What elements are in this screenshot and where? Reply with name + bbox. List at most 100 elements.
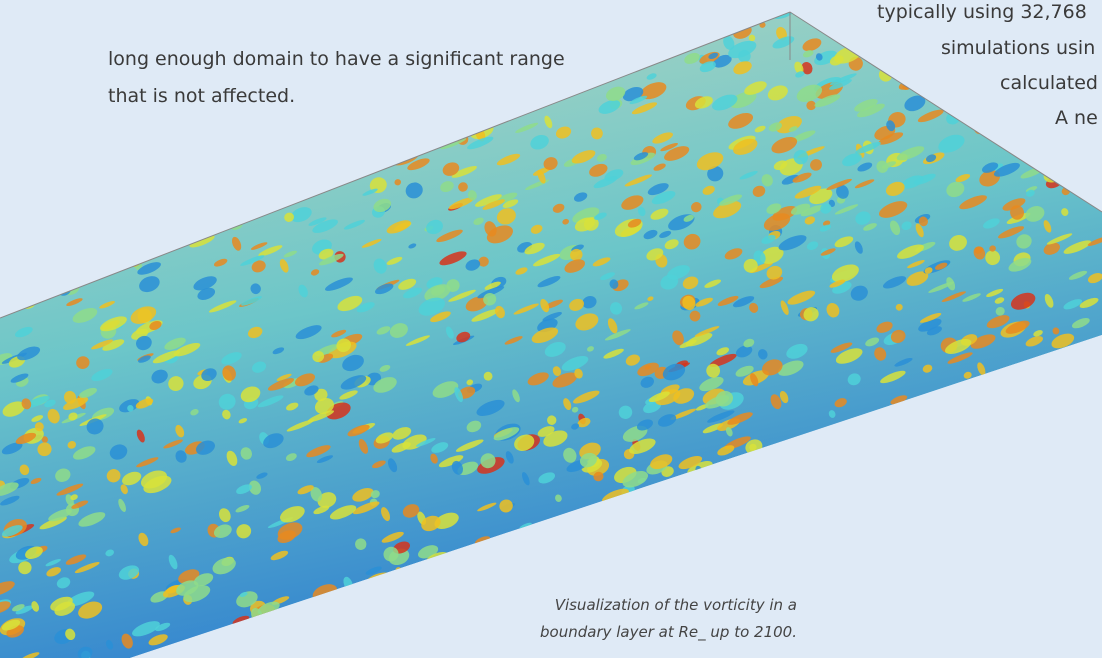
vortex-blob bbox=[139, 206, 163, 221]
vortex-blob bbox=[479, 566, 493, 575]
vortex-blob bbox=[924, 645, 939, 655]
vortex-blob bbox=[112, 237, 124, 252]
vortex-blob bbox=[378, 642, 394, 655]
vortex-blob bbox=[125, 140, 139, 151]
vortex-blob bbox=[317, 158, 341, 176]
vortex-blob bbox=[905, 571, 931, 591]
vortex-blob bbox=[942, 624, 965, 636]
vortex-blob bbox=[1034, 624, 1061, 643]
vortex-blob bbox=[374, 0, 387, 9]
vortex-blob bbox=[413, 124, 430, 137]
vortex-blob bbox=[1064, 527, 1076, 539]
vortex-blob bbox=[1008, 510, 1021, 523]
vortex-blob bbox=[822, 590, 837, 605]
vortex-blob bbox=[943, 526, 965, 545]
vortex-blob bbox=[1089, 582, 1102, 603]
vortex-blob bbox=[312, 157, 342, 178]
vortex-blob bbox=[206, 175, 236, 196]
vortex-blob bbox=[1064, 507, 1080, 517]
vortex-blob bbox=[952, 438, 964, 453]
vortex-blob bbox=[390, 74, 404, 83]
vortex-blob bbox=[1096, 163, 1102, 171]
vortex-blob bbox=[798, 611, 813, 629]
vortex-blob bbox=[1010, 492, 1039, 514]
vortex-blob bbox=[921, 418, 944, 431]
vortex-blob bbox=[1076, 610, 1091, 625]
vortex-blob bbox=[344, 20, 355, 33]
vortex-blob bbox=[837, 621, 856, 634]
figure-caption: boundary layer at Re_ up to 2100. bbox=[540, 623, 797, 641]
vortex-blob bbox=[75, 130, 90, 145]
vortex-blob bbox=[100, 185, 126, 206]
vortex-blob bbox=[1034, 505, 1047, 517]
vortex-blob bbox=[771, 561, 788, 571]
vortex-blob bbox=[840, 443, 862, 464]
vortex-blob bbox=[493, 81, 503, 91]
vortex-blob bbox=[87, 79, 102, 96]
vortex-blob bbox=[348, 134, 375, 152]
vortex-blob bbox=[9, 33, 26, 50]
vortex-blob bbox=[535, 80, 542, 86]
vortex-blob bbox=[203, 5, 228, 26]
vortex-blob bbox=[1072, 136, 1086, 149]
vortex-blob bbox=[406, 139, 422, 150]
vortex-blob bbox=[942, 592, 955, 610]
vortex-blob bbox=[486, 639, 505, 656]
vortex-blob bbox=[980, 100, 1002, 114]
vortex-blob bbox=[182, 7, 196, 18]
vortex-blob bbox=[1074, 505, 1102, 521]
vortex-blob bbox=[901, 425, 918, 443]
vortex-blob bbox=[463, 109, 490, 130]
vortex-blob bbox=[116, 125, 126, 135]
vortex-blob bbox=[0, 162, 20, 186]
vortex-blob bbox=[237, 12, 261, 25]
vortex-blob bbox=[899, 614, 911, 631]
vortex-blob bbox=[991, 106, 1020, 123]
vortex-blob bbox=[213, 145, 244, 168]
vortex-blob bbox=[22, 146, 54, 171]
vortex-blob bbox=[1073, 508, 1091, 519]
vortex-blob bbox=[693, 552, 721, 569]
vortex-blob bbox=[939, 567, 955, 578]
vortex-blob bbox=[762, 507, 774, 518]
vortex-blob bbox=[520, 76, 546, 93]
vortex-blob bbox=[665, 565, 678, 579]
vortex-blob bbox=[152, 171, 173, 188]
vortex-blob bbox=[895, 624, 915, 636]
vortex-blob bbox=[678, 508, 707, 528]
vortex-blob bbox=[474, 100, 489, 116]
vortex-blob bbox=[113, 220, 139, 237]
vortex-blob bbox=[941, 621, 955, 637]
vortex-blob bbox=[1004, 513, 1028, 534]
vortex-blob bbox=[972, 79, 1001, 101]
vortex-blob bbox=[734, 642, 765, 658]
vortex-blob bbox=[1, 254, 27, 268]
vortex-blob bbox=[436, 646, 454, 658]
vortex-blob bbox=[1015, 376, 1028, 387]
vortex-blob bbox=[861, 443, 887, 457]
vortex-blob bbox=[875, 452, 905, 474]
vortex-blob bbox=[838, 464, 854, 477]
vortex-blob bbox=[28, 77, 37, 85]
vortex-blob bbox=[960, 472, 973, 484]
vortex-blob bbox=[82, 185, 94, 198]
vortex-blob bbox=[406, 619, 422, 630]
vortex-blob bbox=[115, 142, 138, 163]
vortex-blob bbox=[37, 178, 49, 191]
vortex-blob bbox=[212, 139, 236, 159]
vortex-blob bbox=[572, 640, 591, 658]
vortex-blob bbox=[471, 638, 487, 656]
vortex-blob bbox=[829, 520, 842, 531]
vortex-blob bbox=[506, 643, 518, 653]
vortex-blob bbox=[900, 443, 913, 457]
vortex-blob bbox=[187, 210, 199, 225]
vortex-blob bbox=[980, 593, 989, 601]
vortex-blob bbox=[1090, 131, 1099, 139]
vortex-blob bbox=[873, 492, 890, 511]
vortex-blob bbox=[11, 179, 38, 202]
vortex-blob bbox=[718, 21, 732, 31]
vortex-blob bbox=[275, 646, 304, 658]
vortex-blob bbox=[898, 52, 927, 70]
vortex-blob bbox=[902, 653, 917, 658]
vortex-blob bbox=[545, 26, 576, 50]
